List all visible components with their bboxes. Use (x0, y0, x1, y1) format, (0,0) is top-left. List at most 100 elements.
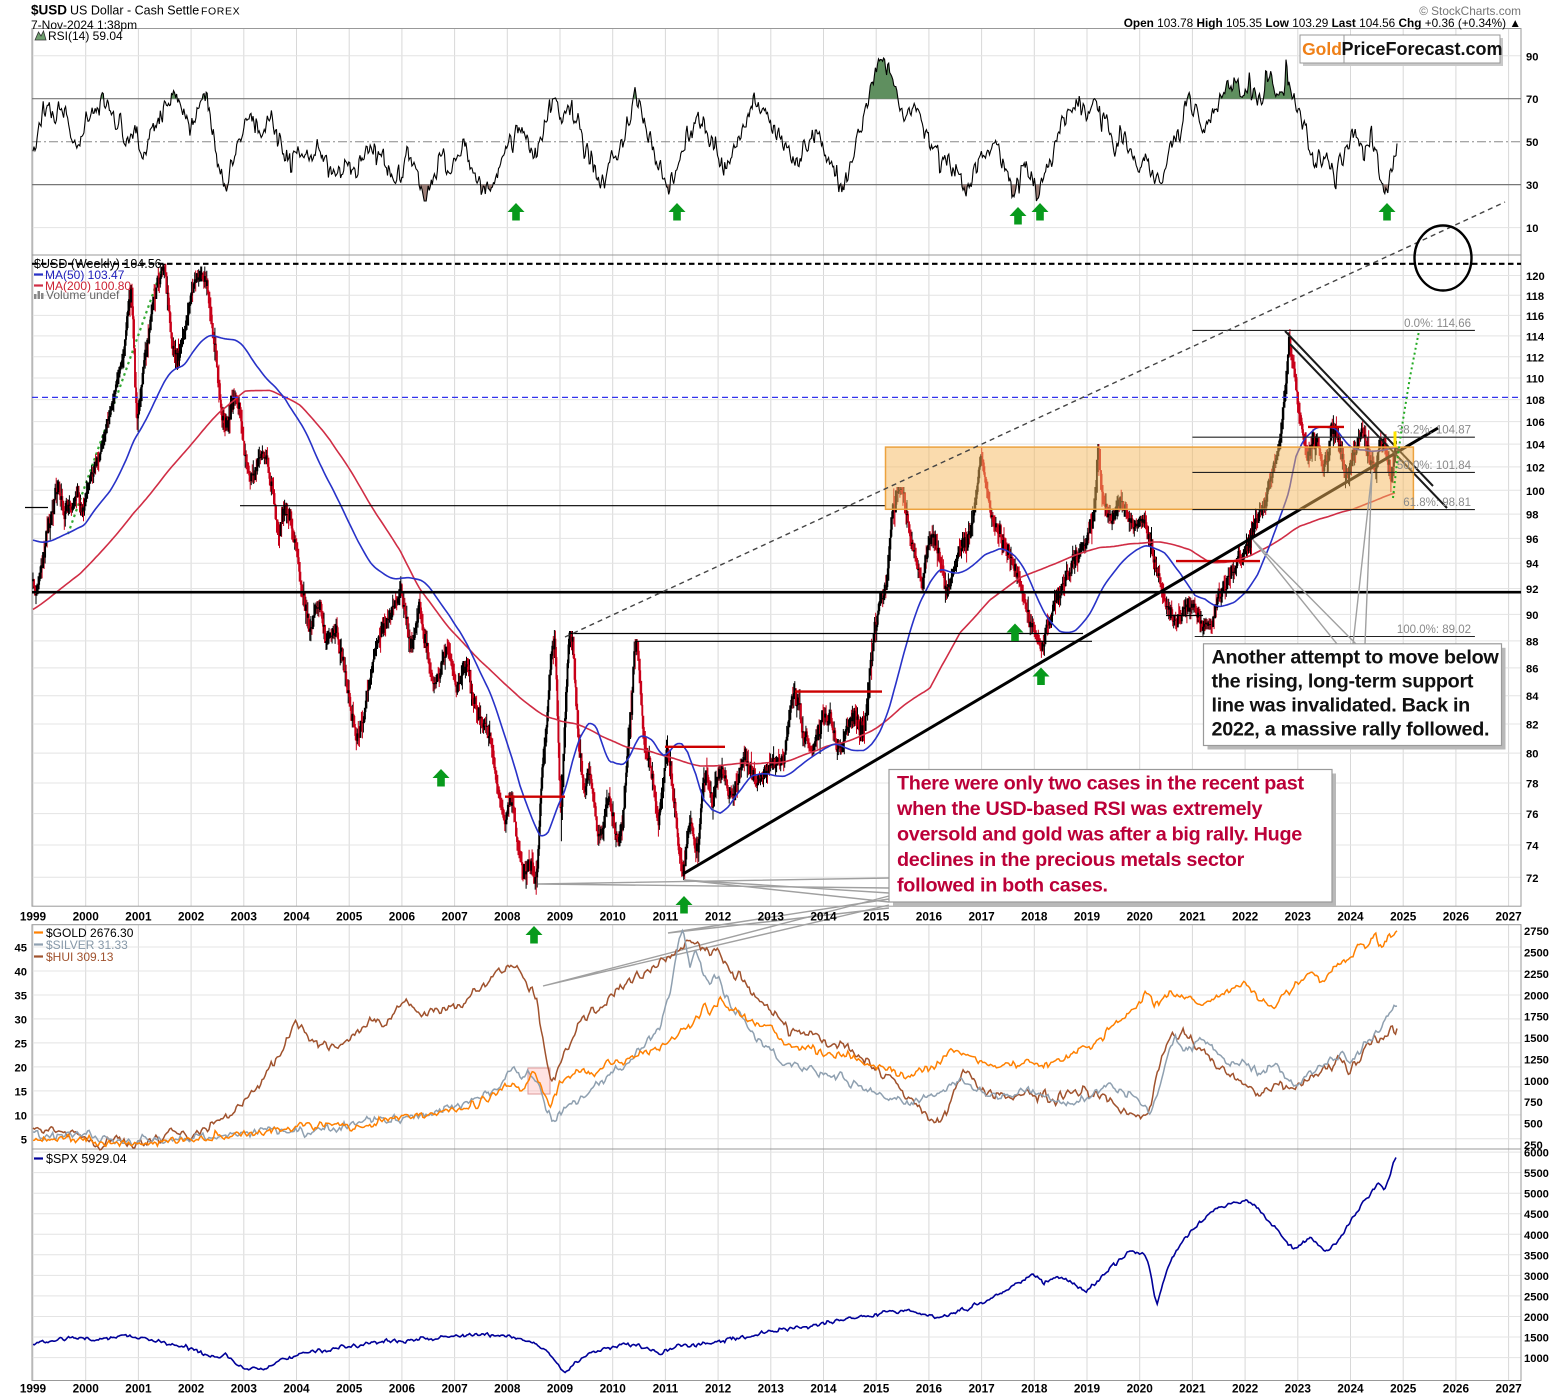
svg-text:2015: 2015 (863, 1382, 890, 1396)
svg-text:2013: 2013 (758, 1382, 785, 1396)
svg-text:100.0%: 89.02: 100.0%: 89.02 (1397, 624, 1471, 636)
svg-text:2027: 2027 (1495, 910, 1522, 924)
svg-text:2011: 2011 (653, 910, 679, 924)
svg-text:2008: 2008 (494, 910, 521, 924)
svg-text:15: 15 (15, 1086, 27, 1098)
svg-text:2003: 2003 (231, 1382, 258, 1396)
svg-text:98: 98 (1526, 510, 1538, 522)
svg-text:750: 750 (1524, 1097, 1543, 1109)
svg-text:2021: 2021 (1179, 1382, 1206, 1396)
svg-text:2004: 2004 (283, 1382, 310, 1396)
svg-text:oversold and gold was after a: oversold and gold was after a big rally.… (897, 824, 1302, 846)
svg-text:2019: 2019 (1074, 1382, 1101, 1396)
svg-text:PriceForecast.com: PriceForecast.com (1341, 39, 1502, 59)
svg-text:2000: 2000 (73, 1382, 100, 1396)
svg-text:2005: 2005 (336, 1382, 363, 1396)
svg-text:2011: 2011 (653, 1382, 679, 1396)
svg-text:5500: 5500 (1524, 1168, 1549, 1180)
svg-text:5000: 5000 (1524, 1189, 1549, 1201)
svg-text:50: 50 (1526, 137, 1538, 149)
svg-text:2023: 2023 (1285, 1382, 1312, 1396)
svg-text:40: 40 (15, 967, 27, 979)
svg-text:106: 106 (1526, 417, 1545, 429)
svg-text:30: 30 (1526, 180, 1538, 192)
svg-text:114: 114 (1526, 331, 1545, 343)
svg-text:2016: 2016 (916, 910, 943, 924)
svg-text:2017: 2017 (968, 1382, 995, 1396)
svg-text:112: 112 (1526, 352, 1544, 364)
svg-text:2001: 2001 (125, 1382, 152, 1396)
svg-text:2002: 2002 (178, 1382, 205, 1396)
svg-text:$GOLD 2676.30: $GOLD 2676.30 (46, 926, 134, 940)
svg-text:25: 25 (15, 1038, 27, 1050)
svg-text:2015: 2015 (863, 910, 890, 924)
svg-text:70: 70 (1526, 94, 1538, 106)
svg-text:250: 250 (1524, 1140, 1543, 1152)
svg-text:2017: 2017 (968, 910, 995, 924)
svg-text:2013: 2013 (758, 910, 785, 924)
svg-text:90: 90 (1526, 51, 1538, 63)
svg-text:6000: 6000 (1524, 1148, 1549, 1160)
svg-text:$SILVER 31.33: $SILVER 31.33 (46, 938, 128, 952)
svg-text:2012: 2012 (705, 910, 732, 924)
svg-text:76: 76 (1526, 809, 1538, 821)
svg-text:120: 120 (1526, 271, 1545, 283)
svg-text:2500: 2500 (1524, 1291, 1549, 1303)
svg-text:2020: 2020 (1127, 1382, 1154, 1396)
svg-text:30: 30 (15, 1014, 27, 1026)
svg-text:1000: 1000 (1524, 1353, 1549, 1365)
svg-text:line was invalidated. Back in: line was invalidated. Back in (1212, 695, 1470, 717)
svg-text:US Dollar - Cash Settle: US Dollar - Cash Settle (70, 4, 199, 18)
svg-text:2018: 2018 (1021, 910, 1048, 924)
svg-text:Gold: Gold (1302, 39, 1342, 59)
svg-text:MA(200) 100.80: MA(200) 100.80 (45, 279, 131, 293)
svg-text:2024: 2024 (1337, 1382, 1364, 1396)
svg-text:declines in the precious metal: declines in the precious metals sector (897, 849, 1245, 871)
svg-text:2025: 2025 (1390, 910, 1417, 924)
svg-text:2006: 2006 (389, 1382, 416, 1396)
svg-text:2022: 2022 (1232, 910, 1259, 924)
svg-text:84: 84 (1526, 691, 1539, 703)
svg-text:2002: 2002 (178, 910, 205, 924)
svg-text:2014: 2014 (810, 1382, 837, 1396)
svg-text:80: 80 (1526, 749, 1538, 761)
svg-text:0.0%: 114.66: 0.0%: 114.66 (1404, 318, 1471, 330)
svg-text:500: 500 (1524, 1119, 1543, 1131)
svg-text:2027: 2027 (1495, 1382, 1522, 1396)
svg-text:2020: 2020 (1127, 910, 1154, 924)
svg-text:116: 116 (1526, 311, 1544, 323)
svg-text:Open 103.78 High 105.35 Low 10: Open 103.78 High 105.35 Low 103.29 Last … (1124, 16, 1521, 30)
svg-text:110: 110 (1526, 374, 1544, 386)
svg-text:FOREX: FOREX (201, 6, 240, 18)
svg-text:There were only two cases in t: There were only two cases in the recent … (897, 772, 1304, 794)
svg-text:61.8%: 98.81: 61.8%: 98.81 (1403, 497, 1471, 509)
svg-text:35: 35 (15, 991, 27, 1003)
svg-text:96: 96 (1526, 534, 1538, 546)
svg-text:Another attempt to move below: Another attempt to move below (1212, 647, 1500, 669)
svg-text:2025: 2025 (1390, 1382, 1417, 1396)
svg-text:2007: 2007 (441, 1382, 468, 1396)
svg-text:Volume undef: Volume undef (46, 288, 120, 302)
svg-text:78: 78 (1526, 779, 1538, 791)
svg-text:when the USD-based RSI was ext: when the USD-based RSI was extremely (896, 798, 1262, 820)
svg-text:7-Nov-2024 1:38pm: 7-Nov-2024 1:38pm (31, 18, 137, 32)
svg-text:88: 88 (1526, 636, 1538, 648)
svg-text:2010: 2010 (600, 1382, 627, 1396)
svg-text:2009: 2009 (547, 910, 574, 924)
svg-text:4500: 4500 (1524, 1209, 1549, 1221)
svg-text:1750: 1750 (1524, 1012, 1549, 1024)
svg-text:2023: 2023 (1285, 910, 1312, 924)
svg-text:4000: 4000 (1524, 1230, 1549, 1242)
svg-text:2009: 2009 (547, 1382, 574, 1396)
svg-text:2006: 2006 (389, 910, 416, 924)
svg-text:2021: 2021 (1179, 910, 1206, 924)
svg-text:2026: 2026 (1443, 1382, 1470, 1396)
svg-text:90: 90 (1526, 610, 1538, 622)
svg-text:38.2%: 104.87: 38.2%: 104.87 (1397, 425, 1471, 437)
svg-text:2008: 2008 (494, 1382, 521, 1396)
svg-text:2018: 2018 (1021, 1382, 1048, 1396)
svg-text:2005: 2005 (336, 910, 363, 924)
svg-text:2016: 2016 (916, 1382, 943, 1396)
svg-text:94: 94 (1526, 559, 1539, 571)
svg-text:118: 118 (1526, 291, 1544, 303)
